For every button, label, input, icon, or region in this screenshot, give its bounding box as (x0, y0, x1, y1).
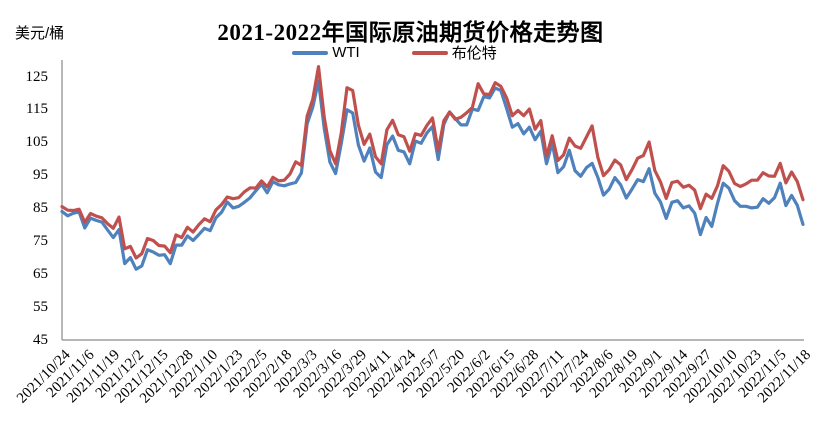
y-tick-label: 115 (26, 101, 48, 118)
y-tick-label: 125 (25, 68, 49, 85)
y-tick-label: 65 (33, 266, 48, 283)
chart-title: 2021-2022年国际原油期货价格走势图 (217, 20, 604, 45)
y-tick-label: 105 (25, 134, 49, 151)
y-axis-unit-label: 美元/桶 (15, 25, 65, 42)
y-tick-label: 75 (33, 233, 48, 250)
legend: WTI 布伦特 (0, 42, 805, 63)
legend-item-wti: WTI (292, 42, 360, 63)
wti-line-swatch (292, 50, 329, 55)
brent-line-swatch (411, 50, 448, 55)
y-tick-label: 55 (33, 299, 48, 316)
series-line-brent (60, 64, 805, 260)
y-tick-label: 95 (33, 167, 48, 184)
legend-label-wti: WTI (332, 44, 360, 61)
legend-item-brent: 布伦特 (411, 42, 497, 63)
y-tick-label: 45 (33, 332, 48, 348)
y-tick-label: 85 (33, 200, 48, 217)
legend-label-brent: 布伦特 (451, 45, 497, 62)
